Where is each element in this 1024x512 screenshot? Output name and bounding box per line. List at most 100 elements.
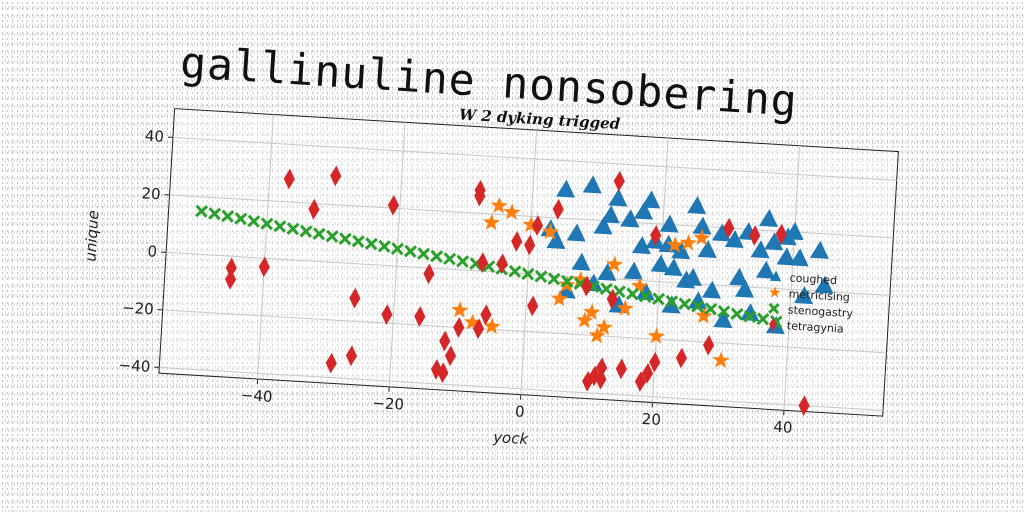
tetragynia-point <box>444 345 457 367</box>
y-grid-line <box>172 136 897 181</box>
coughed-point <box>692 216 712 235</box>
coughed-point <box>620 209 640 228</box>
coughed-point <box>661 295 681 314</box>
tetragynia-point <box>258 256 270 278</box>
metricising-point <box>463 313 481 331</box>
metricising-point <box>616 299 634 317</box>
chart-container: −40 −20 0 20 40 −40 −20 0 20 40 W 2 dyking trigge… <box>81 90 919 494</box>
legend-marker-tetragynia <box>769 317 777 332</box>
legend-marker-coughed <box>769 270 782 282</box>
y-grid-line <box>162 309 887 354</box>
stenogastry-point <box>691 299 705 314</box>
tetragynia-point <box>615 358 627 380</box>
coughed-point <box>571 252 591 271</box>
tetragynia-point <box>453 317 465 338</box>
coughed-point <box>724 230 744 249</box>
x-grid-line <box>257 114 274 380</box>
stenogastry-point <box>286 222 300 236</box>
tetragynia-point <box>588 365 601 387</box>
y-grid-line <box>159 366 884 411</box>
tetragynia-point <box>634 371 646 392</box>
metricising-point <box>666 236 684 253</box>
stenogastry-point <box>651 292 666 306</box>
stenogastry-point <box>390 242 404 256</box>
y-tick-label: 40 <box>144 127 164 146</box>
stenogastry-point <box>221 209 235 223</box>
stenogastry-point <box>547 272 561 286</box>
stenogastry-point <box>273 219 287 233</box>
series-tetragynia <box>224 165 810 417</box>
stenogastry-point <box>638 289 653 303</box>
tetragynia-point <box>595 368 607 390</box>
tetragynia-point <box>349 287 361 309</box>
stenogastry-point <box>430 249 444 263</box>
coughed-point <box>688 291 708 310</box>
stenogastry-point <box>364 237 378 251</box>
tetragynia-point <box>308 198 320 220</box>
stenogastry-point <box>678 297 692 311</box>
tetragynia-point <box>381 304 393 325</box>
tetragynia-point <box>345 345 358 367</box>
stenogastry-point <box>351 234 365 248</box>
tetragynia-point <box>430 359 443 380</box>
coughed-point <box>546 230 566 249</box>
stenogastry-point <box>403 244 418 258</box>
metricising-point <box>483 213 501 231</box>
tetragynia-point <box>723 217 735 239</box>
grid-layer <box>159 114 897 411</box>
stenogastry-point <box>534 269 548 283</box>
metricising-point <box>558 275 576 293</box>
tetragynia-point <box>325 352 337 374</box>
tetragynia-point <box>439 330 451 352</box>
stenogastry-point <box>560 274 574 288</box>
x-tick-label: −20 <box>372 394 405 414</box>
stenogastry-point <box>443 252 457 266</box>
metricising-point <box>541 222 559 240</box>
coughed-point <box>597 262 617 281</box>
coughed-point <box>608 188 628 207</box>
tetragynia-point <box>613 170 625 192</box>
legend-marker-metricising <box>769 286 781 298</box>
tetragynia-point <box>798 395 810 417</box>
tick-layer: −40 −20 0 20 40 −40 −20 0 20 40 <box>118 127 793 437</box>
legend-label-stenogastry: stenogastry <box>787 303 853 320</box>
tetragynia-point <box>749 225 761 246</box>
y-axis-label: unique <box>81 210 102 262</box>
series-coughed <box>540 175 834 335</box>
tetragynia-point <box>283 168 295 190</box>
coughed-point <box>566 223 586 242</box>
tetragynia-point <box>641 362 654 384</box>
metricising-point <box>695 307 713 324</box>
metricising-point <box>693 229 711 246</box>
tetragynia-point <box>476 252 489 273</box>
stenogastry-point <box>730 307 744 321</box>
stenogastry-point <box>208 207 222 221</box>
metricising-point <box>647 327 666 344</box>
metricising-point <box>483 317 501 335</box>
y-tick-label: −20 <box>122 299 155 319</box>
coughed-point <box>631 236 651 255</box>
stenogastry-point <box>665 294 679 309</box>
coughed-point <box>755 260 775 279</box>
stenogastry-point <box>508 264 522 278</box>
legend-marker-stenogastry <box>768 302 780 315</box>
metricising-point <box>712 351 730 368</box>
legend-label-coughed: coughed <box>789 271 837 287</box>
coughed-point <box>556 179 576 198</box>
x-tick-label: 40 <box>773 418 793 437</box>
stenogastry-point <box>717 304 731 319</box>
marks-layer <box>195 165 834 417</box>
coughed-point <box>711 223 731 242</box>
metricising-point <box>583 303 601 320</box>
legend-label-tetragynia: tetragynia <box>786 319 844 335</box>
coughed-point <box>789 248 809 267</box>
tetragynia-point <box>330 165 342 187</box>
coughed-point <box>794 286 814 305</box>
tetragynia-point <box>527 295 539 317</box>
stenogastry-point <box>599 282 613 296</box>
tetragynia-point <box>224 268 237 290</box>
coughed-point <box>764 232 784 251</box>
tetragynia-point <box>531 215 544 236</box>
tetragynia-point <box>225 257 237 279</box>
